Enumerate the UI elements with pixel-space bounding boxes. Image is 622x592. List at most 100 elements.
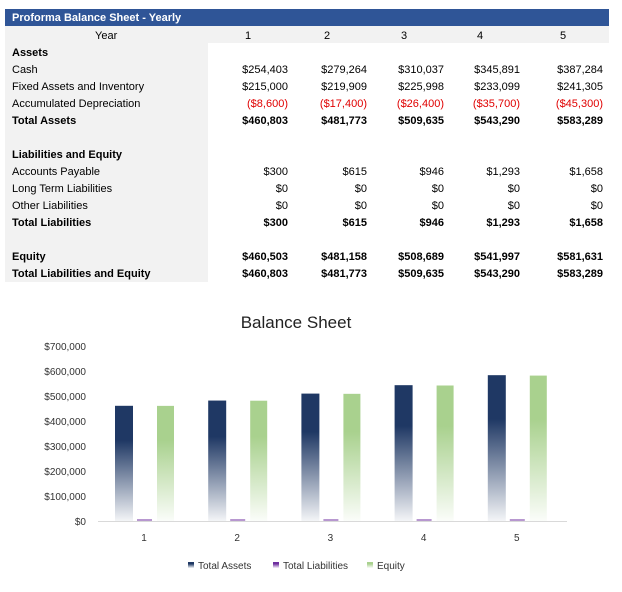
row-label: Assets	[12, 47, 49, 59]
year-cell: 3	[400, 30, 408, 42]
value-cell: $0	[590, 183, 603, 195]
bar-equity	[436, 385, 454, 521]
y-tick-label: $300,000	[44, 442, 86, 453]
bar-total-assets	[487, 375, 506, 521]
legend-label: Equity	[377, 561, 405, 572]
table-row: Cash $254,403 $279,264 $310,037 $345,891 $387…	[5, 62, 609, 79]
legend-swatch	[367, 562, 373, 568]
value-cell: $225,998	[398, 81, 444, 93]
year-header-row: Year 1 2 3 4 5	[5, 28, 609, 45]
value-cell: $509,635	[398, 268, 444, 280]
row-label: Total Liabilities	[12, 217, 92, 229]
balance-sheet-chart: Balance Sheet $0 $100,000 $200,000 $300,000 $…	[44, 313, 567, 572]
row-label: Cash	[12, 64, 38, 76]
value-cell: $1,293	[486, 166, 520, 178]
value-cell: $0	[590, 200, 603, 212]
value-cell: $583,289	[557, 115, 603, 127]
row-label: Other Liabilities	[12, 200, 88, 212]
x-tick-label: 5	[514, 533, 520, 544]
row-label: Accumulated Depreciation	[12, 98, 141, 110]
table-row: Total Liabilities $300 $615 $946 $1,293 $1,65…	[5, 215, 609, 232]
y-tick-label: $200,000	[44, 467, 86, 478]
value-cell: ($35,700)	[472, 98, 520, 110]
value-cell: $460,803	[242, 115, 288, 127]
legend-label: Total Liabilities	[283, 561, 348, 572]
value-cell: $946	[419, 217, 444, 229]
value-cell: $1,658	[569, 217, 603, 229]
table-row: Total Liabilities and Equity $460,803 $481…	[5, 266, 609, 283]
y-tick-label: $700,000	[44, 342, 86, 353]
value-cell: $241,305	[557, 81, 603, 93]
bar-equity	[250, 400, 268, 521]
row-label: Total Assets	[12, 115, 77, 127]
value-cell: $460,803	[242, 268, 288, 280]
value-cell: $583,289	[557, 268, 603, 280]
value-cell: $460,503	[242, 251, 288, 263]
year-cell: 2	[323, 30, 331, 42]
bar-total-liabilities	[137, 519, 152, 521]
value-cell: $615	[342, 166, 367, 178]
table-row: Accumulated Depreciation ($8,600) ($17,400…	[5, 96, 609, 113]
bar-equity	[343, 393, 361, 521]
value-cell: $387,284	[557, 64, 603, 76]
bar-equity	[157, 405, 174, 521]
value-cell: $946	[419, 166, 444, 178]
bar-total-assets	[208, 400, 227, 521]
value-cell: $0	[431, 183, 444, 195]
table-row: Equity $460,503 $481,158 $508,689 $541,997 $5…	[5, 249, 609, 266]
bar-total-liabilities	[509, 519, 525, 521]
row-label: Liabilities and Equity	[12, 149, 123, 161]
value-cell: $615	[342, 217, 367, 229]
row-label: Long Term Liabilities	[12, 183, 113, 195]
bar-total-assets	[394, 385, 413, 521]
value-cell: $1,293	[486, 217, 520, 229]
value-cell: $0	[275, 200, 288, 212]
bar-equity	[529, 375, 547, 521]
value-cell: ($26,400)	[396, 98, 444, 110]
table-row: Accounts Payable $300 $615 $946 $1,293 $1,658	[5, 164, 609, 181]
table-row: Total Assets $460,803 $481,773 $509,635 $543…	[5, 113, 609, 130]
value-cell: $509,635	[398, 115, 444, 127]
value-cell: ($17,400)	[319, 98, 367, 110]
table-row: Fixed Assets and Inventory $215,000 $219,9…	[5, 79, 609, 96]
chart-title: Balance Sheet	[241, 313, 352, 332]
table-row	[5, 130, 609, 147]
row-label: Accounts Payable	[12, 166, 101, 178]
y-tick-label: $500,000	[44, 392, 86, 403]
year-label: Year	[95, 30, 118, 42]
value-cell: $0	[275, 183, 288, 195]
legend-label: Total Assets	[198, 561, 251, 572]
y-tick-label: $0	[75, 517, 87, 528]
x-tick-label: 2	[234, 533, 240, 544]
table-title: Proforma Balance Sheet - Yearly	[5, 9, 609, 26]
value-cell: $233,099	[474, 81, 520, 93]
year-cell: 5	[559, 30, 567, 42]
value-cell: $508,689	[398, 251, 444, 263]
label-column-background	[5, 26, 208, 282]
legend-swatch	[273, 562, 279, 568]
table-row	[5, 232, 609, 249]
row-label: Total Liabilities and Equity	[12, 268, 151, 280]
value-cell: $219,909	[321, 81, 367, 93]
value-cell: $215,000	[242, 81, 288, 93]
bar-total-liabilities	[230, 519, 246, 521]
table-row: Long Term Liabilities $0 $0 $0 $0 $0	[5, 181, 609, 198]
bar-total-liabilities	[323, 519, 339, 521]
value-cell: $0	[354, 183, 367, 195]
value-cell: ($8,600)	[247, 98, 288, 110]
value-cell: ($45,300)	[555, 98, 603, 110]
table-row: Assets	[5, 45, 609, 62]
value-cell: $0	[354, 200, 367, 212]
value-cell: $310,037	[398, 64, 444, 76]
value-cell: $279,264	[321, 64, 367, 76]
y-tick-label: $400,000	[44, 417, 86, 428]
value-cell: $543,290	[474, 268, 520, 280]
y-tick-label: $100,000	[44, 492, 86, 503]
value-cell: $254,403	[242, 64, 288, 76]
value-cell: $541,997	[474, 251, 520, 263]
row-label: Equity	[12, 251, 46, 263]
year-cell: 4	[476, 30, 484, 42]
x-tick-label: 1	[141, 533, 147, 544]
value-cell: $300	[263, 166, 288, 178]
table-row: Liabilities and Equity	[5, 147, 609, 164]
